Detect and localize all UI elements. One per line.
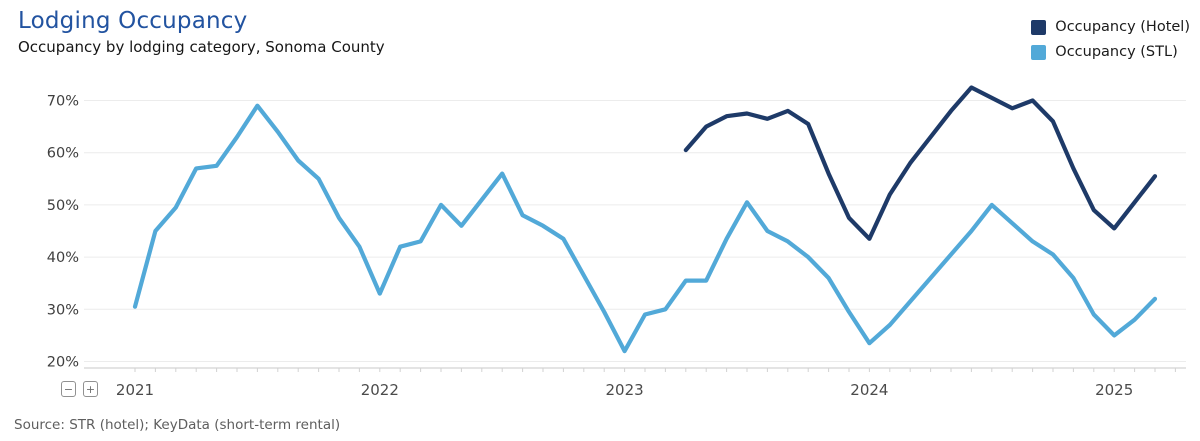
x-year-label: 2022 [361, 381, 399, 399]
legend-item-stl[interactable]: Occupancy (STL) [1031, 44, 1190, 60]
x-year-label: 2021 [116, 381, 154, 399]
zoom-out-button[interactable]: − [61, 381, 76, 397]
x-year-label: 2024 [850, 381, 888, 399]
y-tick-label: 60% [47, 146, 79, 162]
legend-label-stl: Occupancy (STL) [1055, 44, 1178, 60]
zoom-in-button[interactable]: + [83, 381, 98, 397]
series-line-hotel[interactable] [683, 85, 1158, 241]
legend-item-hotel[interactable]: Occupancy (Hotel) [1031, 19, 1190, 35]
chart-subtitle: Occupancy by lodging category, Sonoma Co… [18, 38, 385, 56]
legend-label-hotel: Occupancy (Hotel) [1055, 19, 1190, 35]
x-year-label: 2023 [606, 381, 644, 399]
legend: Occupancy (Hotel) Occupancy (STL) [1031, 19, 1190, 60]
y-tick-label: 50% [47, 198, 79, 214]
hotel-series-swatch-icon [1031, 19, 1047, 35]
y-tick-label: 70% [47, 94, 79, 110]
y-tick-label: 30% [47, 302, 79, 318]
series-line-stl[interactable] [132, 103, 1158, 354]
y-tick-label: 20% [47, 355, 79, 371]
zoom-controls: − + [61, 381, 98, 397]
source-note: Source: STR (hotel); KeyData (short-term… [14, 417, 341, 433]
x-year-label: 2025 [1095, 381, 1133, 399]
y-tick-label: 40% [47, 250, 79, 266]
page-title: Lodging Occupancy [18, 8, 248, 34]
stl-series-swatch-icon [1031, 44, 1047, 60]
